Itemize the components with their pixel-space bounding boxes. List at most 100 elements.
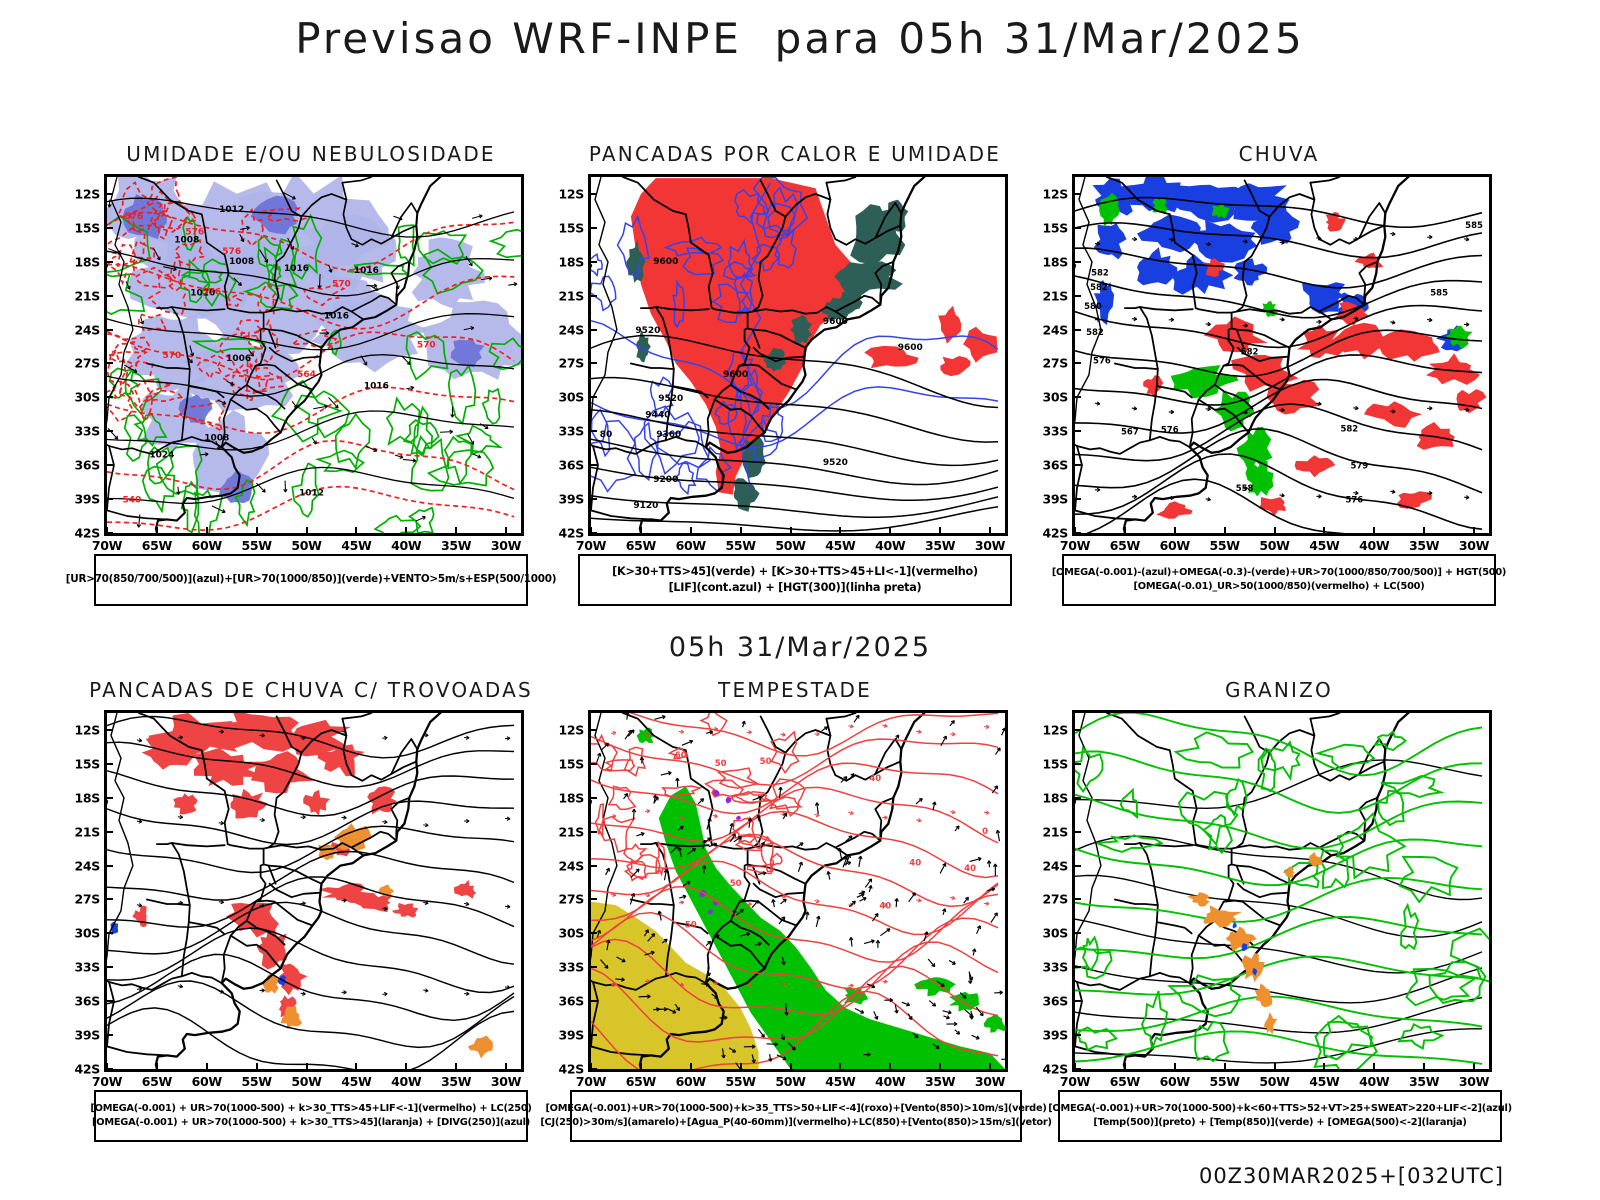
y-tick-mark	[591, 498, 597, 501]
map-frame	[104, 710, 524, 1072]
x-tick-mark	[739, 1063, 742, 1069]
andes-ridge	[591, 713, 618, 961]
wind-vector	[969, 856, 982, 862]
wind-vector	[894, 1004, 899, 1014]
map-contour-label: 40	[879, 902, 891, 912]
map-contour-label: 9200	[653, 475, 678, 485]
x-tick-mark	[1075, 1063, 1076, 1069]
wind-vector	[702, 839, 707, 850]
map-contour-label: 1012	[219, 205, 244, 215]
y-tick-mark	[1075, 328, 1081, 331]
y-tick-label: 27S	[74, 355, 101, 371]
wind-vector	[328, 397, 339, 409]
wind-vector	[215, 440, 221, 450]
wind-vector	[923, 931, 929, 942]
wind-vector	[636, 831, 645, 837]
legend-line: [K>30+TTS>45](verde) + [K>30+TTS>45+LI<-…	[612, 564, 978, 578]
x-tick-mark	[1423, 527, 1426, 533]
y-tick-mark	[1075, 362, 1081, 365]
wind-vector	[984, 724, 990, 729]
wind-vector	[423, 822, 429, 828]
wind-vector	[1390, 489, 1396, 494]
wind-vector	[746, 902, 752, 907]
y-tick-label: 39S	[558, 491, 585, 507]
wind-vector	[845, 835, 853, 843]
wind-vector	[950, 895, 956, 900]
map-contour-label: 9120	[633, 501, 658, 511]
wind-vector	[732, 909, 737, 917]
wind-vector	[616, 956, 626, 963]
wind-vector	[259, 903, 265, 908]
wind-vector	[508, 282, 518, 287]
y-tick-label: 18S	[558, 254, 585, 270]
x-tick-mark	[789, 1063, 792, 1069]
wind-vector	[423, 733, 429, 738]
wind-vector	[406, 385, 415, 391]
plot-area: 582 582 580 576 582 582 567 576 582 579 576 558 585 5…	[1072, 174, 1492, 536]
x-tick-mark	[889, 527, 892, 533]
y-tick-mark	[1075, 898, 1081, 901]
wind-vector	[360, 355, 368, 366]
wind-vector	[319, 330, 330, 336]
x-tick-mark	[739, 527, 742, 533]
wind-vector	[218, 989, 224, 994]
x-tick-label: 70W	[91, 1074, 123, 1089]
y-tick-mark	[107, 898, 113, 901]
wind-vector	[697, 798, 705, 805]
map-contour-label: 0	[982, 827, 988, 837]
map-contour-label: 9520	[823, 458, 848, 468]
wind-vector	[644, 732, 651, 738]
y-tick-label: 18S	[74, 790, 101, 806]
wind-vector	[1094, 317, 1101, 322]
wind-vector	[328, 264, 333, 273]
wind-vector	[751, 899, 759, 908]
legend-line: [OMEGA(-0.01)_UR>50(1000/850)(vermelho) …	[1133, 581, 1425, 592]
y-tick-label: 36S	[1042, 457, 1069, 473]
map-contour-label: 9520	[635, 326, 660, 336]
wind-vector	[136, 903, 143, 908]
wind-vector	[218, 729, 224, 734]
map-contour-label: 576	[1161, 425, 1179, 435]
map-contour-label: 1016	[284, 264, 309, 274]
plot-area: 9600 9600 9600 9600 9520 9520 9440 9360 9520 9200…	[588, 174, 1008, 536]
wind-vector	[311, 437, 317, 445]
legend-line: [OMEGA(-0.001)-(azul)+OMEGA(-0.3)-(verde…	[1051, 566, 1507, 578]
wind-vector	[226, 380, 235, 386]
wind-vector	[984, 901, 990, 906]
x-tick-label: 60W	[191, 1074, 223, 1089]
map-contour-label: 580	[1084, 302, 1102, 312]
wind-vector	[983, 810, 990, 815]
wind-vector	[152, 247, 161, 261]
y-tick-label: 24S	[1042, 322, 1069, 338]
map-contour-label: 1008	[229, 257, 254, 267]
y-tick-mark	[107, 966, 113, 969]
wind-vector	[863, 1052, 871, 1057]
wind-vector	[382, 906, 388, 911]
y-tick-mark	[591, 1000, 597, 1003]
legend-line: [OMEGA(-0.001)+UR>70(1000-500)+k<60+TTS>…	[1048, 1102, 1512, 1114]
y-tick-mark	[107, 864, 113, 867]
wind-vector	[644, 979, 651, 984]
map-contour-label: 50	[760, 757, 772, 767]
lc850-red-streamlines	[591, 713, 999, 1069]
y-tick-mark	[1075, 226, 1081, 229]
y-tick-mark	[591, 898, 597, 901]
wind-vector	[600, 959, 609, 969]
wind-vector	[757, 1028, 765, 1038]
wind-vector	[884, 997, 894, 1003]
map-contour-label: 1006	[226, 354, 251, 364]
wind-vector	[932, 801, 937, 811]
wind-vector	[880, 928, 891, 937]
y-tick-mark	[107, 1068, 113, 1069]
wind-vector	[657, 910, 662, 921]
x-tick-label: 30W	[974, 538, 1006, 553]
x-tick-mark	[455, 1063, 458, 1069]
y-tick-mark	[1075, 728, 1081, 731]
wind-vector	[908, 892, 916, 903]
wind-vector	[464, 735, 470, 740]
hail-blue-cells	[1232, 922, 1258, 976]
y-tick-label: 36S	[558, 993, 585, 1009]
wind-vector	[787, 1042, 796, 1051]
y-tick-label: 30S	[558, 925, 585, 941]
wind-vector	[630, 868, 640, 879]
